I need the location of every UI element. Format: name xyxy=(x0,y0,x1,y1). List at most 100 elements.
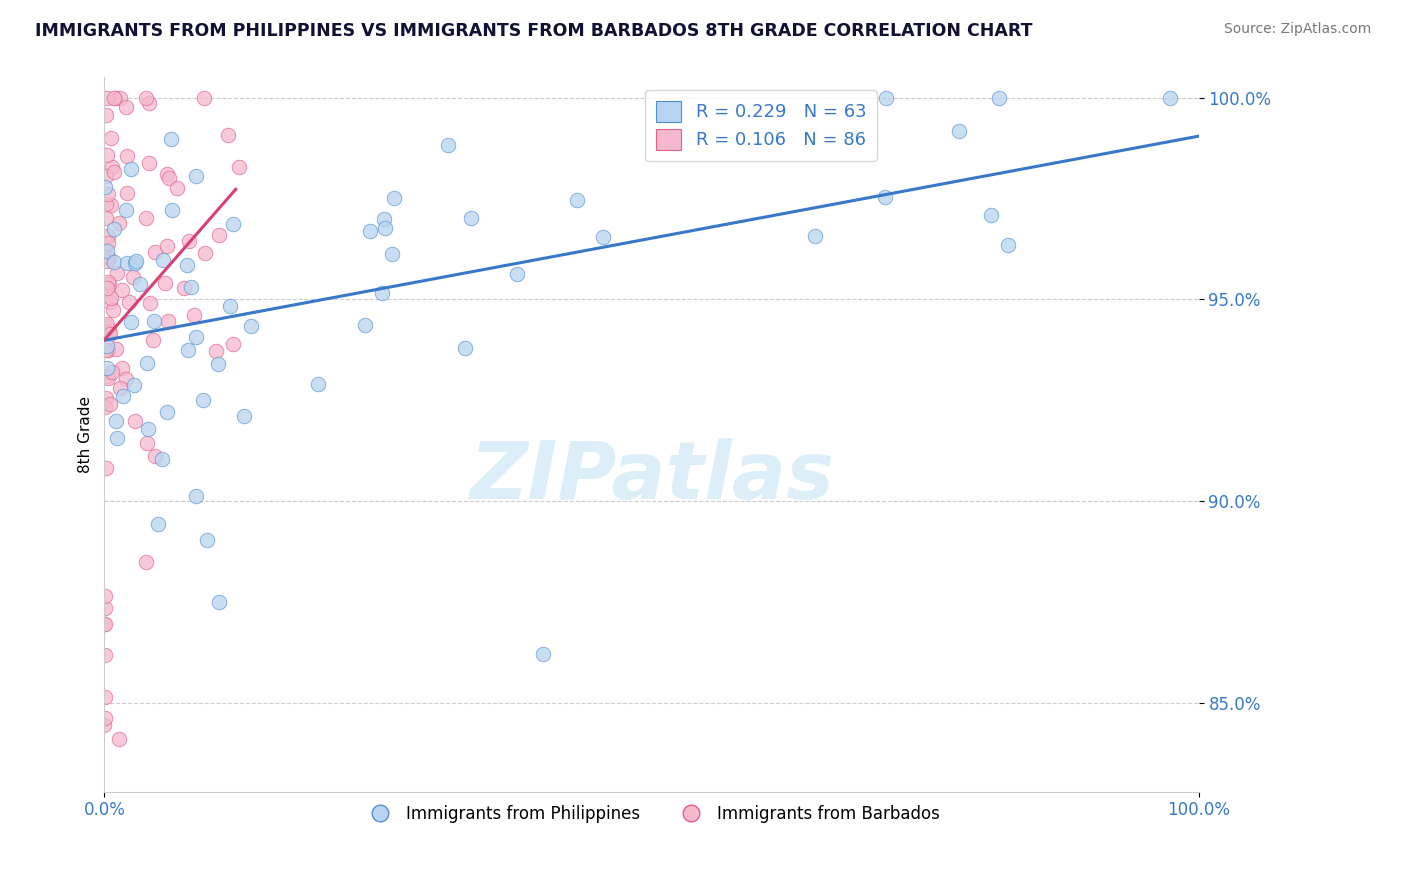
Point xyxy=(166,180,188,194)
Point xyxy=(307,377,329,392)
Point xyxy=(96,317,118,331)
Point xyxy=(117,149,139,163)
Point xyxy=(100,198,122,212)
Point xyxy=(177,343,200,357)
Point xyxy=(138,156,160,170)
Point xyxy=(105,342,128,356)
Point xyxy=(875,190,897,204)
Point xyxy=(208,595,231,609)
Point xyxy=(94,460,117,475)
Point xyxy=(222,337,245,351)
Point xyxy=(373,211,395,226)
Point xyxy=(94,326,117,340)
Point xyxy=(105,266,128,280)
Point xyxy=(565,193,588,207)
Point xyxy=(125,253,148,268)
Point xyxy=(115,186,138,200)
Point xyxy=(980,208,1002,222)
Point xyxy=(191,392,214,407)
Point xyxy=(193,90,215,104)
Point xyxy=(96,280,118,294)
Point xyxy=(359,224,381,238)
Point xyxy=(460,211,482,225)
Point xyxy=(111,389,134,403)
Point xyxy=(98,397,121,411)
Point xyxy=(115,100,138,114)
Point xyxy=(195,533,218,547)
Point xyxy=(437,138,460,153)
Point xyxy=(111,360,134,375)
Point xyxy=(142,314,165,328)
Point xyxy=(94,319,117,334)
Point xyxy=(150,451,173,466)
Point xyxy=(93,616,115,631)
Point xyxy=(94,108,117,122)
Point xyxy=(232,409,254,423)
Point xyxy=(156,239,179,253)
Point xyxy=(100,292,122,306)
Point xyxy=(143,244,166,259)
Point xyxy=(94,616,117,631)
Y-axis label: 8th Grade: 8th Grade xyxy=(79,396,93,473)
Point xyxy=(115,202,138,217)
Point xyxy=(97,343,120,357)
Point xyxy=(505,267,527,281)
Text: IMMIGRANTS FROM PHILIPPINES VS IMMIGRANTS FROM BARBADOS 8TH GRADE CORRELATION CH: IMMIGRANTS FROM PHILIPPINES VS IMMIGRANT… xyxy=(35,22,1032,40)
Point xyxy=(135,211,157,225)
Point xyxy=(152,253,174,268)
Point xyxy=(135,555,157,569)
Point xyxy=(184,169,207,183)
Point xyxy=(156,167,179,181)
Point xyxy=(183,308,205,322)
Point xyxy=(93,589,115,603)
Point xyxy=(186,329,208,343)
Point xyxy=(180,279,202,293)
Point xyxy=(93,648,115,662)
Point xyxy=(136,436,159,450)
Point xyxy=(96,211,118,226)
Point xyxy=(97,228,120,243)
Point xyxy=(97,187,120,202)
Point xyxy=(97,277,120,292)
Point xyxy=(217,128,239,142)
Point xyxy=(101,302,124,317)
Point xyxy=(93,718,115,732)
Point xyxy=(94,391,117,405)
Point xyxy=(105,414,128,428)
Point xyxy=(204,344,226,359)
Point xyxy=(139,296,162,310)
Point xyxy=(101,365,124,379)
Point xyxy=(370,286,392,301)
Point xyxy=(96,90,118,104)
Point xyxy=(96,254,118,268)
Point xyxy=(239,319,262,334)
Legend: Immigrants from Philippines, Immigrants from Barbados: Immigrants from Philippines, Immigrants … xyxy=(356,798,946,830)
Point xyxy=(219,299,242,313)
Point xyxy=(988,90,1011,104)
Text: ZIPatlas: ZIPatlas xyxy=(470,438,834,516)
Text: Source: ZipAtlas.com: Source: ZipAtlas.com xyxy=(1223,22,1371,37)
Point xyxy=(94,196,117,211)
Point xyxy=(162,202,184,217)
Point xyxy=(120,162,142,177)
Point xyxy=(1159,90,1181,104)
Point xyxy=(128,277,150,292)
Point xyxy=(531,648,554,662)
Point xyxy=(96,338,118,352)
Point xyxy=(186,489,208,503)
Point xyxy=(157,171,180,186)
Point xyxy=(155,276,177,290)
Point xyxy=(96,244,118,259)
Point xyxy=(105,431,128,445)
Point xyxy=(143,450,166,464)
Point xyxy=(107,731,129,746)
Point xyxy=(118,294,141,309)
Point xyxy=(120,315,142,329)
Point xyxy=(98,251,121,265)
Point xyxy=(208,228,231,243)
Point xyxy=(96,147,118,161)
Point xyxy=(93,600,115,615)
Point xyxy=(124,256,146,270)
Point xyxy=(100,326,122,341)
Point xyxy=(454,342,477,356)
